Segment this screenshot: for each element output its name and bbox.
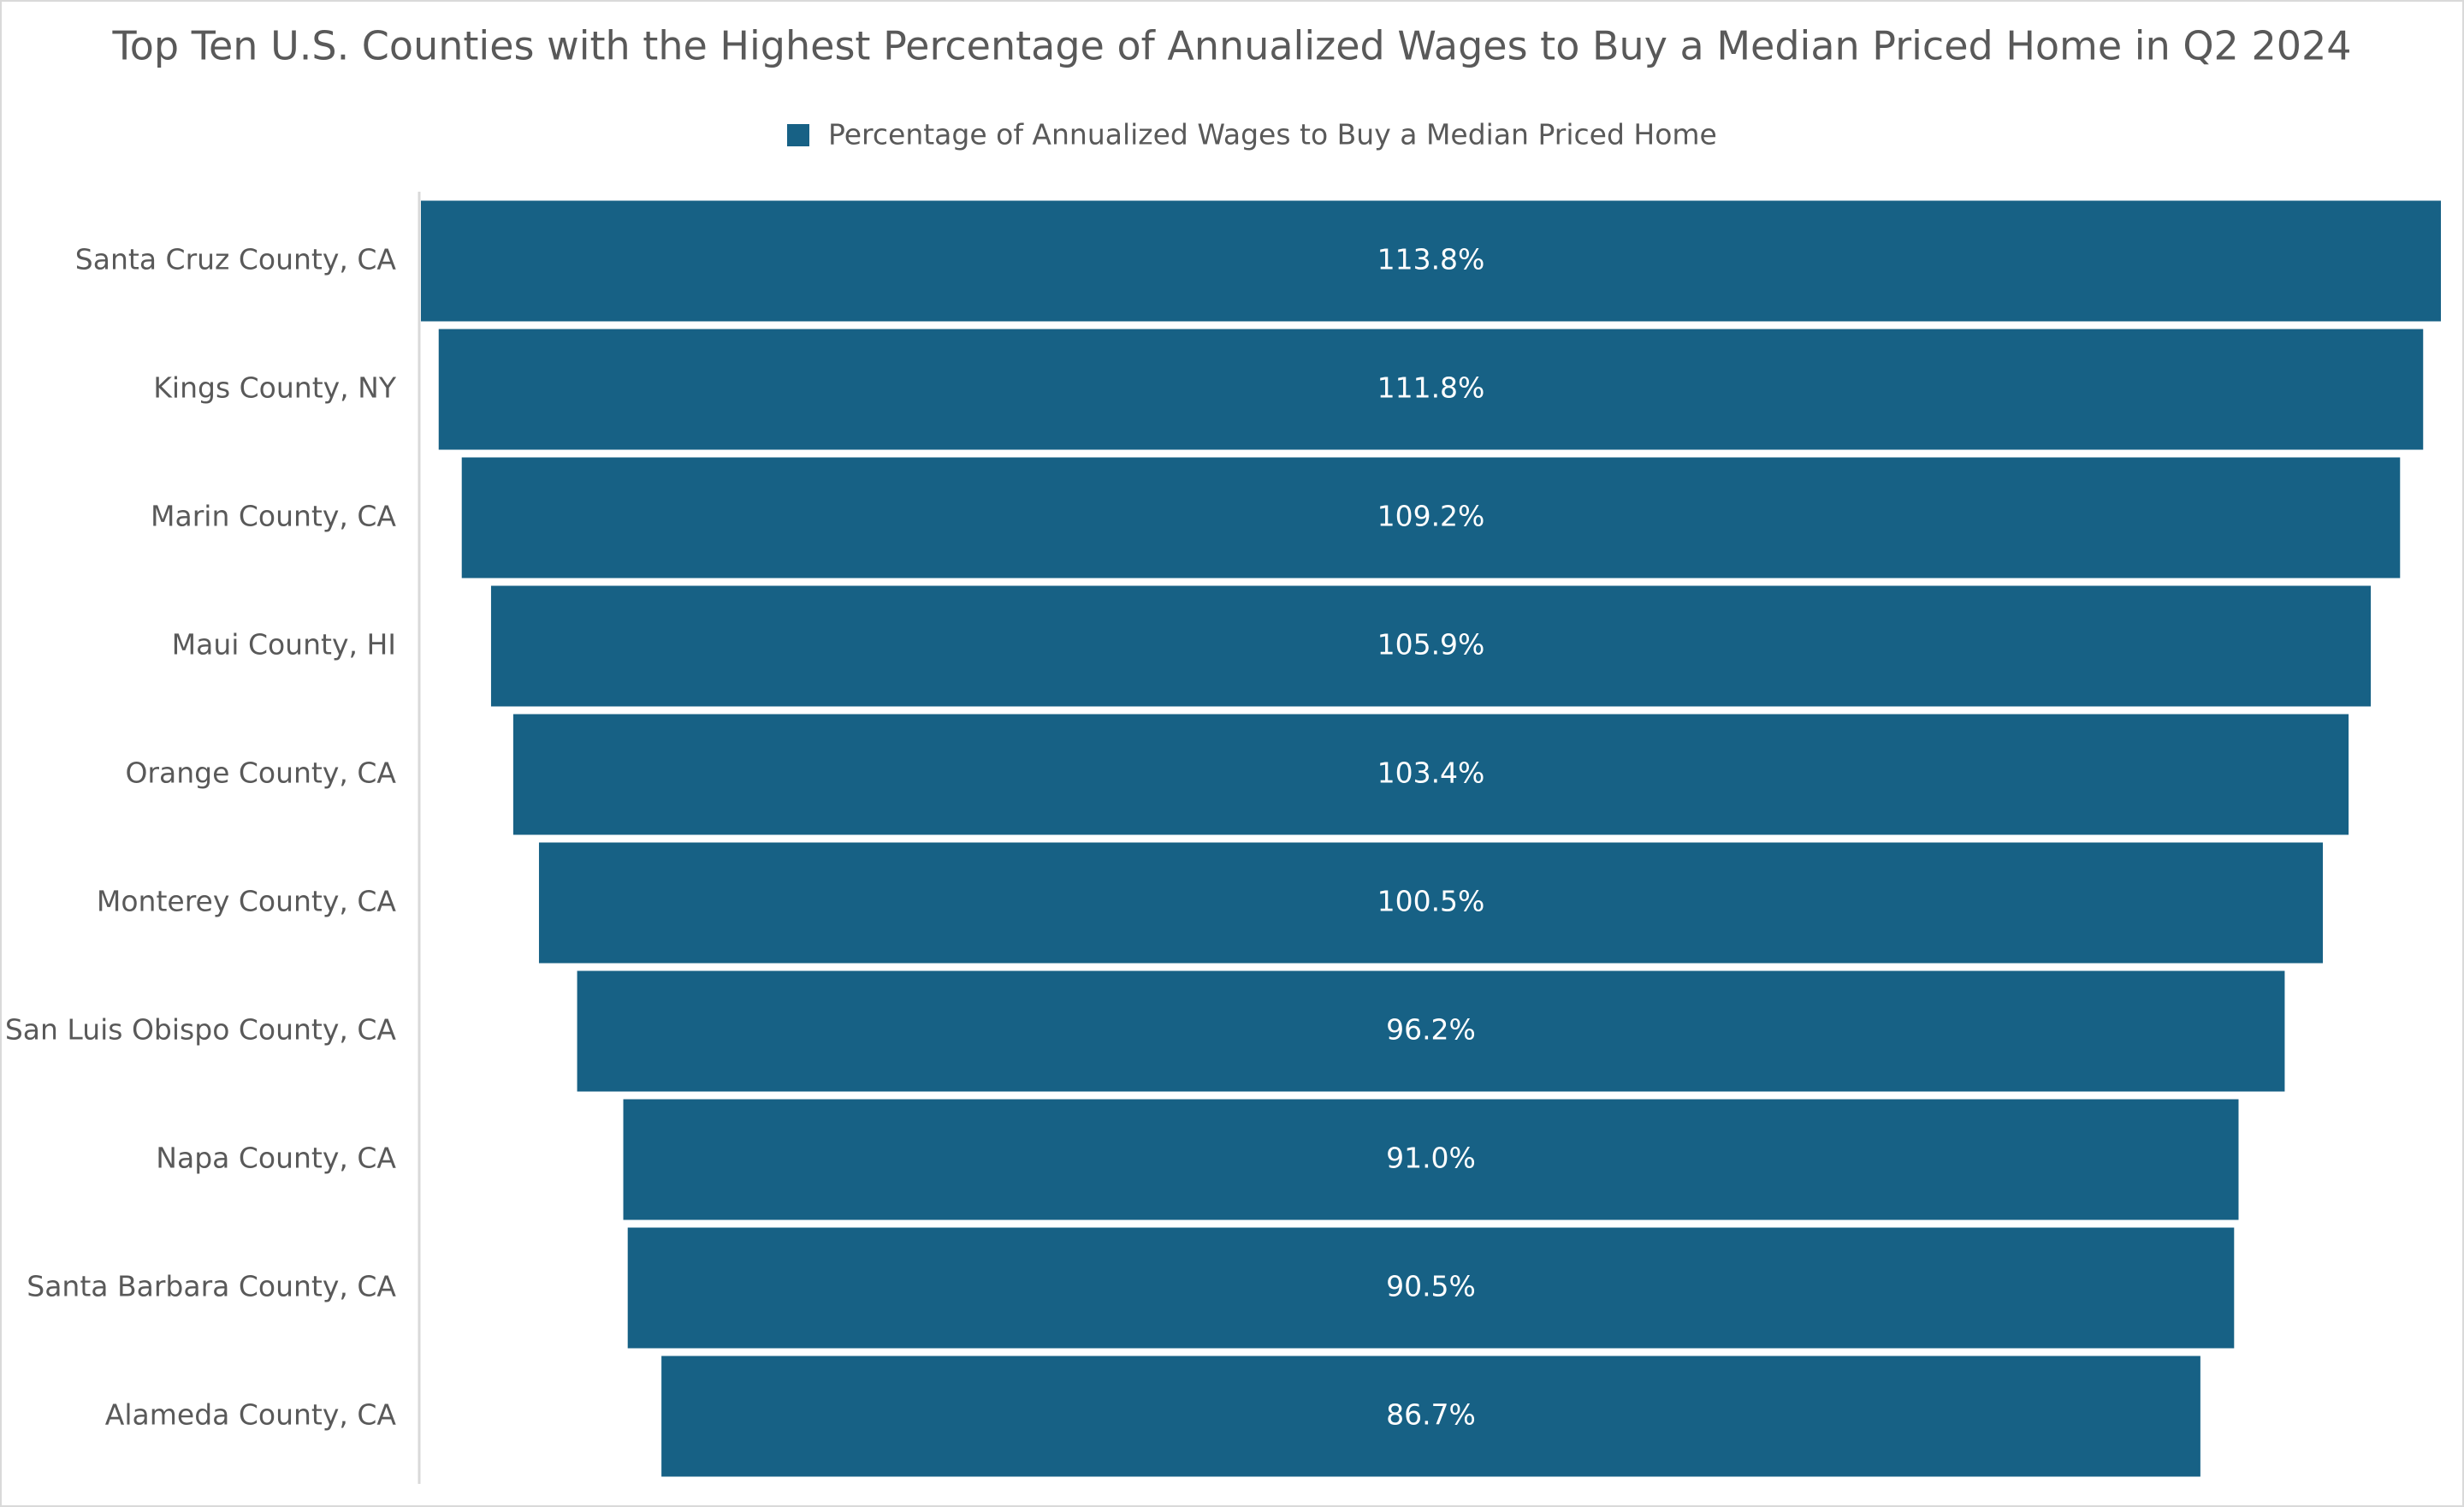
- category-label: Maui County, HI: [172, 628, 396, 662]
- category-label: Alameda County, CA: [105, 1398, 397, 1432]
- data-label: 105.9%: [1377, 628, 1485, 662]
- bar: [577, 970, 2285, 1092]
- data-label: 96.2%: [1386, 1013, 1476, 1047]
- category-label: Santa Cruz County, CA: [75, 243, 397, 276]
- category-label: Orange County, CA: [125, 756, 396, 790]
- bar: [438, 329, 2424, 450]
- data-label: 86.7%: [1386, 1398, 1476, 1432]
- bar: [623, 1099, 2239, 1220]
- category-label: Santa Barbara County, CA: [27, 1270, 396, 1303]
- data-label: 109.2%: [1377, 500, 1485, 533]
- bar: [538, 842, 2324, 964]
- chart-title: Top Ten U.S. Counties with the Highest P…: [111, 23, 2351, 69]
- bar: [627, 1227, 2235, 1349]
- legend-swatch: [787, 124, 809, 146]
- data-label: 91.0%: [1386, 1142, 1476, 1175]
- bar: [421, 200, 2441, 322]
- data-label: 113.8%: [1377, 243, 1485, 276]
- data-label: 100.5%: [1377, 885, 1485, 918]
- legend-label: Percentage of Annualized Wages to Buy a …: [828, 118, 1717, 151]
- data-label: 111.8%: [1377, 371, 1485, 405]
- bar: [512, 714, 2349, 835]
- data-label: 90.5%: [1386, 1270, 1476, 1303]
- data-label: 103.4%: [1377, 756, 1485, 790]
- category-label: Napa County, CA: [156, 1142, 396, 1175]
- category-label: Kings County, NY: [153, 371, 397, 405]
- bar: [661, 1356, 2200, 1477]
- category-label: Marin County, CA: [151, 500, 396, 533]
- category-label: San Luis Obispo County, CA: [5, 1013, 397, 1047]
- category-label: Monterey County, CA: [97, 885, 397, 918]
- bar: [461, 457, 2401, 578]
- bar: [490, 585, 2372, 707]
